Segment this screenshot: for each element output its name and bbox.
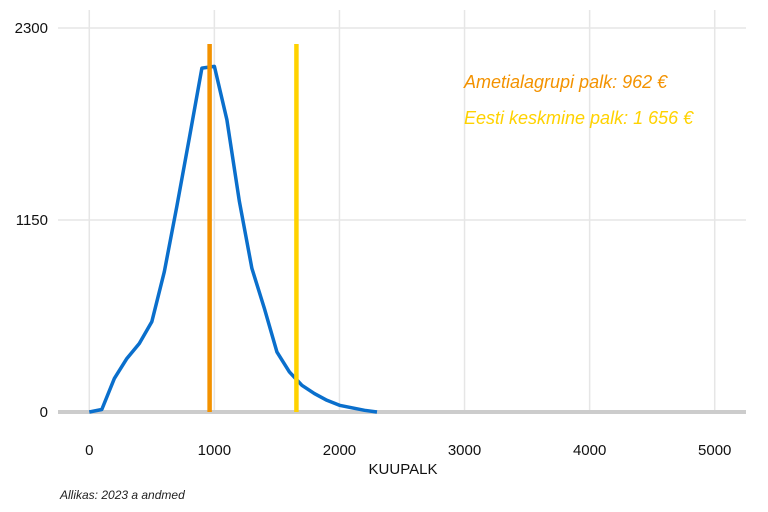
x-tick-labels: 0 1000 2000 3000 4000 5000 <box>85 442 731 459</box>
y-tick-label: 0 <box>40 404 48 421</box>
distribution-series <box>88 64 378 414</box>
y-tick-label: 1150 <box>16 212 48 229</box>
x-tick-label: 2000 <box>323 442 356 459</box>
occupation-salary-annotation: Ametialagrupi palk: 962 € <box>463 72 668 92</box>
x-gridlines <box>88 10 716 412</box>
x-axis-title: KUUPALK <box>369 461 438 478</box>
x-tick-label: 4000 <box>573 442 606 459</box>
source-note: Allikas: 2023 a andmed <box>60 488 185 502</box>
average-salary-annotation: Eesti keskmine palk: 1 656 € <box>464 108 694 128</box>
reference-lines <box>207 44 299 412</box>
distribution-line <box>88 64 378 414</box>
x-tick-label: 3000 <box>448 442 481 459</box>
x-tick-label: 1000 <box>198 442 231 459</box>
x-tick-label: 0 <box>85 442 93 459</box>
y-tick-label: 2300 <box>15 20 48 37</box>
y-tick-labels: 0 1150 2300 <box>15 20 48 421</box>
x-tick-label: 5000 <box>698 442 731 459</box>
